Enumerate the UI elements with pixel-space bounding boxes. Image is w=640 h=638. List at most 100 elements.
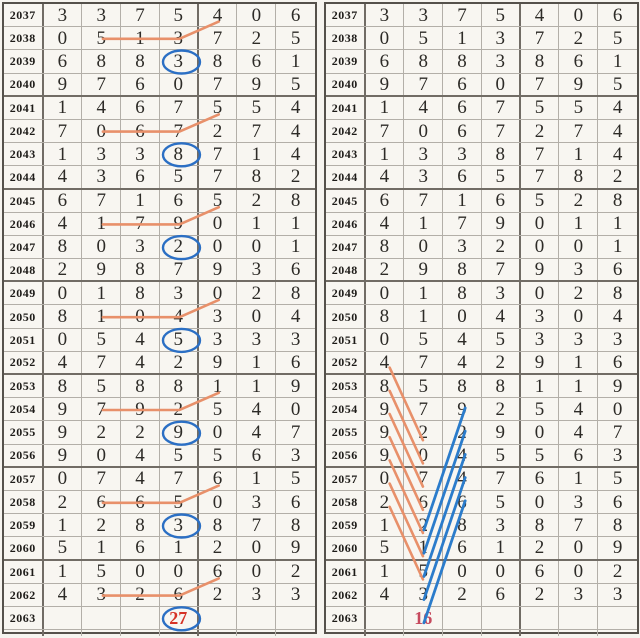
digit-cell: 0 xyxy=(237,560,277,583)
digit-cell: 0 xyxy=(199,490,238,514)
digit-cell xyxy=(199,606,238,630)
digit-cell: 5 xyxy=(482,490,521,514)
year-label: 2062 xyxy=(326,583,366,606)
year-label: 2037 xyxy=(326,4,366,27)
digit-cell: 3 xyxy=(559,259,599,281)
digit-cell: 0 xyxy=(404,235,444,259)
digit-cell: 0 xyxy=(443,305,482,328)
digit-cell: 8 xyxy=(443,514,482,537)
digit-cell: 7 xyxy=(199,27,238,50)
digit-cell: 4 xyxy=(612,120,623,142)
digit-cell: 1 xyxy=(237,351,277,373)
year-label: 2042 xyxy=(326,119,366,143)
digit-cell: 4 xyxy=(443,351,482,373)
digit-cell: 5 xyxy=(237,96,277,119)
digit-cell xyxy=(598,630,637,636)
digit-cell: 5 xyxy=(160,444,199,466)
year-row-2041: 2041 1 4 6 7 5 5 4 xyxy=(326,96,637,120)
digit-cell: 0 xyxy=(237,4,277,27)
digit-cell: 5 xyxy=(612,468,623,490)
digit-cell: 1 xyxy=(237,375,277,398)
digit-cell: 1 xyxy=(443,189,482,212)
trend-table-left: 2037 3 3 7 5 4 0 6 2038 0 5 1 3 7 2 5 2039 6 8 8 3 8 6 1 2040 9 7 6… xyxy=(2,2,317,637)
year-row-2037: 2037 3 3 7 5 4 0 6 xyxy=(326,4,637,28)
digit-cell: 5 xyxy=(404,328,444,351)
year-row-2057: 2057 0 7 4 7 6 1 5 xyxy=(4,467,315,491)
year-label: 2056 xyxy=(4,444,44,466)
year-row-2044: 2044 4 3 6 5 7 8 2 xyxy=(326,166,637,190)
digit-cell: 5 xyxy=(290,73,301,95)
digit-cell: 3 xyxy=(612,329,623,351)
digit-cell: 6 xyxy=(290,491,301,513)
year-label: 2058 xyxy=(326,490,366,514)
digit-cell: 6 xyxy=(121,166,160,188)
digit-cell: 8 xyxy=(121,259,160,281)
year-label: 2062 xyxy=(4,583,44,606)
summary-number-left: 27 xyxy=(160,606,199,630)
digit-cell: 1 xyxy=(366,560,405,583)
digit-cell: 3 xyxy=(290,584,301,606)
digit-cell: 1 xyxy=(237,143,277,166)
digit-cell: 3 xyxy=(44,4,83,27)
year-row-2055: 2055 9 2 2 9 0 4 7 xyxy=(4,421,315,445)
year-label: 2052 xyxy=(326,351,366,373)
digit-cell: 9 xyxy=(366,421,405,444)
digit-cell xyxy=(482,606,521,630)
digit-cell: 4 xyxy=(121,467,160,490)
digit-cell: 2 xyxy=(404,421,444,444)
year-label: 2047 xyxy=(326,235,366,259)
digit-cell: 7 xyxy=(482,467,521,490)
digit-cell xyxy=(559,630,599,637)
digit-cell: 5 xyxy=(44,537,83,559)
digit-cell: 8 xyxy=(290,514,301,536)
digit-cell: 1 xyxy=(521,375,560,398)
digit-cell: 5 xyxy=(160,328,199,351)
digit-cell: 3 xyxy=(612,584,623,606)
digit-cell: 8 xyxy=(521,514,560,537)
year-row-2053: 2053 8 5 8 8 1 1 9 xyxy=(326,375,637,399)
year-label: 2048 xyxy=(4,259,44,281)
digit-cell: 7 xyxy=(160,467,199,490)
digit-cell: 1 xyxy=(366,514,405,537)
digit-cell: 2 xyxy=(237,27,277,50)
digit-cell: 0 xyxy=(482,560,521,583)
digit-cell: 2 xyxy=(366,490,405,514)
digit-cell: 8 xyxy=(82,50,122,73)
digit-cell: 8 xyxy=(443,375,482,398)
year-label: 2057 xyxy=(4,467,44,490)
digit-cell: 3 xyxy=(521,305,560,328)
digit-cell: 2 xyxy=(559,282,599,305)
digit-cell: 6 xyxy=(521,467,560,490)
year-label: 2059 xyxy=(4,514,44,537)
digit-cell: 1 xyxy=(82,212,122,235)
digit-cell: 1 xyxy=(559,375,599,398)
year-label: 2055 xyxy=(4,421,44,444)
digit-cell: 1 xyxy=(199,375,238,398)
digit-cell: 3 xyxy=(443,235,482,259)
digit-cell: 5 xyxy=(199,189,238,212)
digit-cell: 7 xyxy=(82,73,122,95)
digit-cell: 8 xyxy=(160,143,199,166)
digit-cell: 4 xyxy=(121,351,160,373)
digit-cell: 7 xyxy=(366,119,405,143)
digit-cell: 1 xyxy=(44,560,83,583)
digit-cell: 5 xyxy=(482,166,521,188)
digit-cell: 7 xyxy=(160,96,199,119)
digit-cell: 4 xyxy=(121,328,160,351)
digit-cell: 6 xyxy=(237,444,277,466)
digit-cell: 0 xyxy=(366,467,405,490)
digit-cell: 6 xyxy=(404,490,444,514)
digit-cell: 8 xyxy=(121,375,160,398)
year-label: 2043 xyxy=(326,143,366,166)
digit-cell: 6 xyxy=(443,166,482,188)
digit-cell: 1 xyxy=(482,537,521,559)
digit-cell: 7 xyxy=(160,119,199,143)
digit-cell: 2 xyxy=(44,490,83,514)
year-label: 2045 xyxy=(326,189,366,212)
digit-cell: 9 xyxy=(366,73,405,95)
year-label: 2053 xyxy=(326,375,366,398)
digit-cell: 0 xyxy=(82,119,122,143)
digit-cell: 9 xyxy=(482,421,521,444)
digit-cell: 2 xyxy=(160,398,199,421)
year-label: 2041 xyxy=(326,96,366,119)
